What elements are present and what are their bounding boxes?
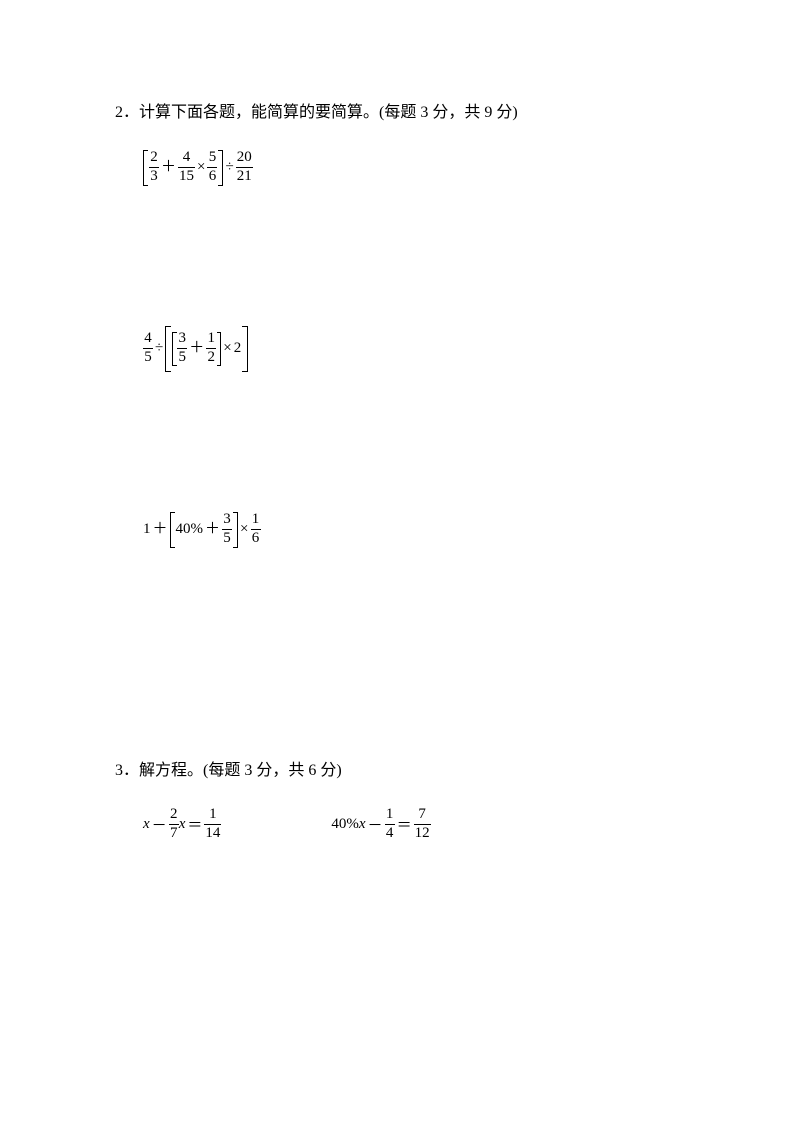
numerator: 1 <box>251 512 261 528</box>
right-bracket-icon <box>232 512 238 548</box>
fraction: 1 14 <box>204 807 221 842</box>
numerator: 2 <box>149 150 159 166</box>
denominator: 5 <box>177 350 187 366</box>
section2-heading: 2．计算下面各题，能简算的要简算。(每题 3 分，共 9 分) <box>115 100 793 126</box>
page: 2．计算下面各题，能简算的要简算。(每题 3 分，共 9 分) 2 3 ＋ 4 … <box>0 0 793 1122</box>
denominator: 5 <box>222 531 232 547</box>
section3-eq-1: x － 2 7 x ＝ 1 14 <box>143 807 221 842</box>
denominator: 5 <box>143 350 153 366</box>
denominator: 4 <box>385 826 395 842</box>
numerator: 3 <box>222 512 232 528</box>
left-bracket-icon <box>170 512 176 548</box>
section2-scoring: (每题 3 分，共 9 分) <box>379 104 518 121</box>
fraction: 3 5 <box>222 512 232 547</box>
div-op: ÷ <box>153 341 165 356</box>
left-bracket-icon <box>143 150 149 186</box>
section3-scoring: (每题 3 分，共 6 分) <box>203 762 342 779</box>
plus-op: ＋ <box>151 522 170 537</box>
numerator: 5 <box>208 150 218 166</box>
fraction: 7 12 <box>414 807 431 842</box>
div-op: ÷ <box>223 160 235 175</box>
denominator: 6 <box>251 531 261 547</box>
fraction: 4 15 <box>178 150 195 185</box>
expr-row: 1 ＋ 40% ＋ 3 5 × 1 6 <box>143 512 793 548</box>
fraction: 1 2 <box>206 331 216 366</box>
plus-op: ＋ <box>203 522 222 537</box>
numerator: 4 <box>182 150 192 166</box>
denominator: 15 <box>178 169 195 185</box>
right-bracket-icon <box>217 150 223 186</box>
right-bracket-inner-icon <box>216 332 221 366</box>
variable-x: x <box>143 816 150 833</box>
expr-row: 4 5 ÷ 3 5 ＋ 1 2 × 2 <box>143 326 793 372</box>
times-op: × <box>195 160 207 175</box>
numerator: 2 <box>169 807 179 823</box>
fraction: 2 3 <box>149 150 159 185</box>
section2-expr-2: 4 5 ÷ 3 5 ＋ 1 2 × 2 <box>143 326 793 372</box>
fraction: 2 7 <box>169 807 179 842</box>
minus-op: － <box>150 814 169 835</box>
denominator: 3 <box>149 169 159 185</box>
denominator: 21 <box>236 169 253 185</box>
times-op: × <box>221 341 233 356</box>
plus-op: ＋ <box>159 160 178 175</box>
percent: 40% <box>331 816 359 833</box>
percent: 40% <box>176 522 204 537</box>
numerator: 7 <box>417 807 427 823</box>
section2-number: 2． <box>115 100 139 126</box>
section3-title: 解方程。 <box>139 762 203 779</box>
denominator: 6 <box>208 169 218 185</box>
numerator: 20 <box>236 150 253 166</box>
section3-equations: x － 2 7 x ＝ 1 14 40% x － 1 4 <box>143 807 793 842</box>
numerator: 1 <box>385 807 395 823</box>
section3-eq-2: 40% x － 1 4 ＝ 7 12 <box>331 807 430 842</box>
numerator: 1 <box>207 331 217 347</box>
fraction: 3 5 <box>177 331 187 366</box>
section3-number: 3． <box>115 758 139 784</box>
right-bracket-outer-icon <box>241 326 248 372</box>
denominator: 12 <box>414 826 431 842</box>
expr-row: 2 3 ＋ 4 15 × 5 6 ÷ 20 21 <box>143 150 793 186</box>
times-op: × <box>238 522 250 537</box>
fraction: 1 4 <box>385 807 395 842</box>
denominator: 14 <box>204 826 221 842</box>
section2-expr-1: 2 3 ＋ 4 15 × 5 6 ÷ 20 21 <box>143 150 793 186</box>
section3-heading: 3．解方程。(每题 3 分，共 6 分) <box>115 758 793 784</box>
integer: 2 <box>234 341 242 356</box>
section2-title: 计算下面各题，能简算的要简算。 <box>139 104 379 121</box>
eq-op: ＝ <box>185 814 204 835</box>
left-bracket-outer-icon <box>165 326 172 372</box>
fraction: 1 6 <box>251 512 261 547</box>
numerator: 3 <box>177 331 187 347</box>
variable-x: x <box>359 816 366 833</box>
numerator: 4 <box>143 331 153 347</box>
plus-op: ＋ <box>187 341 206 356</box>
section2-expr-3: 1 ＋ 40% ＋ 3 5 × 1 6 <box>143 512 793 548</box>
eq-op: ＝ <box>395 814 414 835</box>
left-bracket-inner-icon <box>172 332 177 366</box>
minus-op: － <box>366 814 385 835</box>
denominator: 7 <box>169 826 179 842</box>
numerator: 1 <box>208 807 218 823</box>
variable-x: x <box>179 816 186 833</box>
fraction: 20 21 <box>236 150 253 185</box>
integer: 1 <box>143 522 151 537</box>
denominator: 2 <box>207 350 217 366</box>
fraction: 5 6 <box>207 150 217 185</box>
fraction: 4 5 <box>143 331 153 366</box>
